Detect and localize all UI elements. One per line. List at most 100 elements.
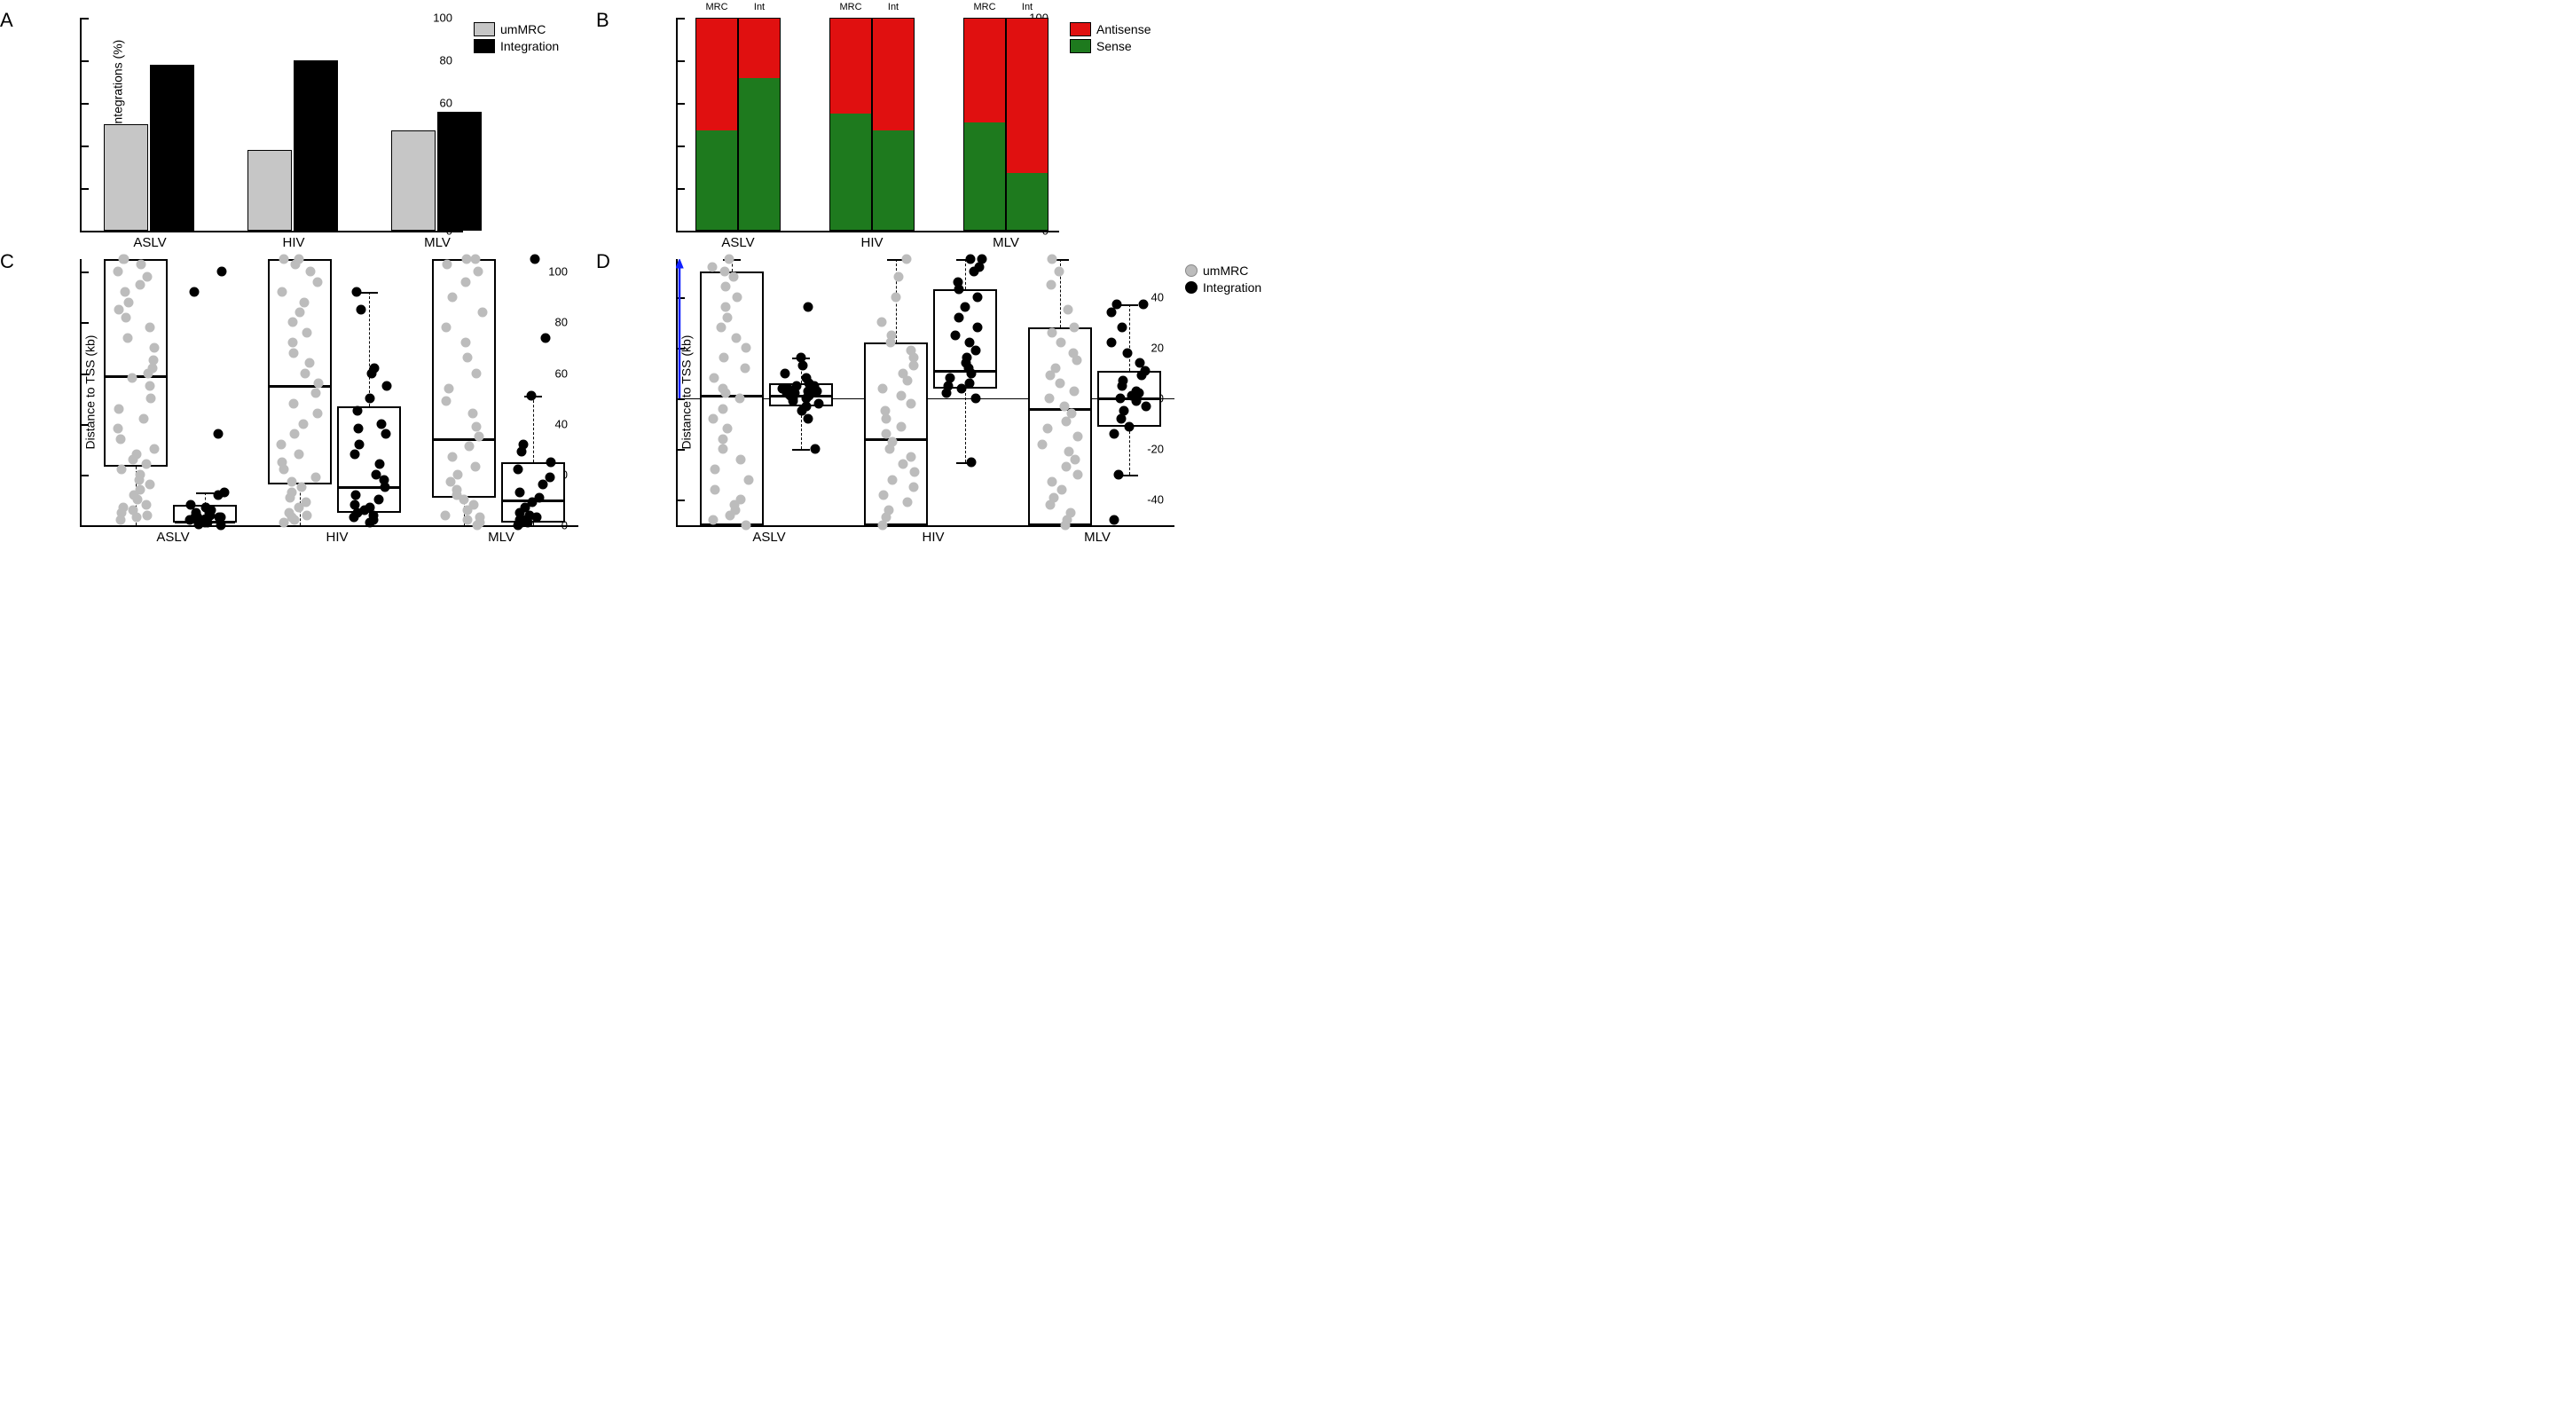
- data-point: [141, 500, 151, 510]
- data-point: [906, 452, 915, 461]
- data-point: [142, 272, 152, 282]
- panel-b-plot: RefSeq genes integrations (%)02040608010…: [676, 18, 1059, 232]
- legend-swatch: [1070, 22, 1091, 36]
- y-tick-label: -20: [1147, 443, 1164, 456]
- data-point: [295, 450, 304, 460]
- data-point: [708, 262, 718, 271]
- data-point: [447, 452, 457, 461]
- data-point: [365, 503, 374, 513]
- data-point: [121, 312, 130, 322]
- box: [864, 342, 928, 525]
- data-point: [365, 394, 374, 404]
- data-point: [546, 472, 555, 482]
- legend-item-integration: Integration: [1185, 280, 1261, 295]
- data-point: [295, 255, 304, 264]
- legend-item-sense: Sense: [1070, 39, 1151, 53]
- data-point: [1049, 492, 1059, 502]
- data-point: [132, 450, 142, 460]
- data-point: [903, 498, 913, 507]
- data-point: [1047, 279, 1056, 289]
- data-point: [349, 450, 359, 460]
- data-point: [722, 424, 732, 434]
- subgroup-label: MRC: [839, 2, 861, 12]
- data-point: [1048, 327, 1057, 337]
- data-point: [1119, 406, 1129, 416]
- data-point: [311, 389, 321, 398]
- panel-a-legend: umMRC Integration: [474, 22, 559, 56]
- x-category-label: MLV: [993, 235, 1019, 250]
- data-point: [463, 515, 473, 525]
- data-point: [1123, 348, 1133, 358]
- data-point: [1055, 379, 1064, 389]
- box: [432, 259, 496, 498]
- data-point: [742, 343, 751, 353]
- figure-grid: A RefSeq genes integrations (%)020406080…: [18, 18, 1260, 549]
- data-point: [898, 460, 907, 469]
- bar: [437, 112, 482, 231]
- data-point: [313, 379, 323, 389]
- data-point: [355, 439, 365, 449]
- legend-label: Integration: [1203, 280, 1261, 295]
- data-point: [118, 503, 128, 513]
- data-point: [514, 465, 523, 475]
- data-point: [1055, 267, 1064, 277]
- data-point: [277, 457, 287, 467]
- stacked-bar: [1006, 18, 1048, 231]
- data-point: [442, 397, 452, 406]
- data-point: [356, 305, 365, 315]
- data-point: [964, 338, 974, 348]
- data-point: [302, 498, 311, 507]
- data-point: [1060, 401, 1070, 411]
- data-point: [881, 429, 891, 439]
- data-point: [113, 267, 122, 277]
- data-point: [295, 308, 305, 318]
- data-point: [781, 368, 790, 378]
- data-point: [876, 318, 886, 327]
- data-point: [718, 383, 727, 393]
- data-point: [1066, 409, 1076, 419]
- data-point: [526, 391, 536, 401]
- data-point: [898, 368, 907, 378]
- data-point: [461, 277, 471, 287]
- bar: [104, 124, 148, 231]
- data-point: [353, 424, 363, 434]
- data-point: [971, 394, 981, 404]
- x-category-label: HIV: [860, 235, 883, 250]
- data-point: [966, 457, 976, 467]
- legend-circle: [1185, 281, 1198, 294]
- data-point: [374, 495, 384, 505]
- data-point: [720, 267, 730, 277]
- data-point: [142, 510, 152, 520]
- data-point: [145, 480, 154, 490]
- data-point: [376, 419, 386, 429]
- panel-b: B RefSeq genes integrations (%)020406080…: [614, 18, 1261, 232]
- data-point: [461, 338, 471, 348]
- data-point: [136, 259, 145, 269]
- data-point: [468, 409, 478, 419]
- stacked-bar: [829, 18, 872, 231]
- data-point: [469, 500, 479, 510]
- data-point: [285, 507, 295, 517]
- y-tick-label: 60: [440, 97, 452, 110]
- data-point: [514, 487, 524, 497]
- legend-swatch: [1070, 39, 1091, 53]
- data-point: [951, 330, 961, 340]
- data-point: [954, 277, 963, 287]
- x-category-label: MLV: [424, 235, 451, 250]
- y-tick-label: 80: [440, 54, 452, 67]
- data-point: [909, 483, 919, 492]
- blue-arrow-icon: [676, 259, 690, 398]
- data-point: [446, 477, 456, 487]
- data-point: [351, 490, 361, 500]
- data-point: [1139, 300, 1149, 310]
- panel-a: A RefSeq genes integrations (%)020406080…: [18, 18, 578, 232]
- data-point: [721, 282, 731, 292]
- panel-c-label: C: [0, 250, 14, 273]
- data-point: [114, 305, 123, 315]
- data-point: [735, 394, 745, 404]
- data-point: [970, 345, 980, 355]
- data-point: [886, 330, 896, 340]
- data-point: [462, 255, 472, 264]
- data-point: [471, 255, 481, 264]
- data-point: [441, 510, 451, 520]
